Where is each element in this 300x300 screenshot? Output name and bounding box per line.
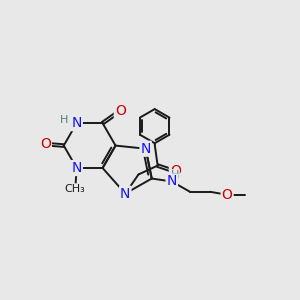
Text: N: N (167, 175, 177, 188)
Text: O: O (40, 137, 51, 151)
Text: H: H (60, 115, 68, 125)
Text: O: O (115, 104, 126, 118)
Text: N: N (120, 187, 130, 201)
Text: N: N (71, 116, 82, 130)
Text: CH₃: CH₃ (65, 184, 85, 194)
Text: H: H (170, 170, 179, 180)
Text: O: O (222, 188, 232, 202)
Text: O: O (170, 164, 181, 178)
Text: N: N (140, 142, 151, 156)
Text: N: N (71, 161, 82, 175)
